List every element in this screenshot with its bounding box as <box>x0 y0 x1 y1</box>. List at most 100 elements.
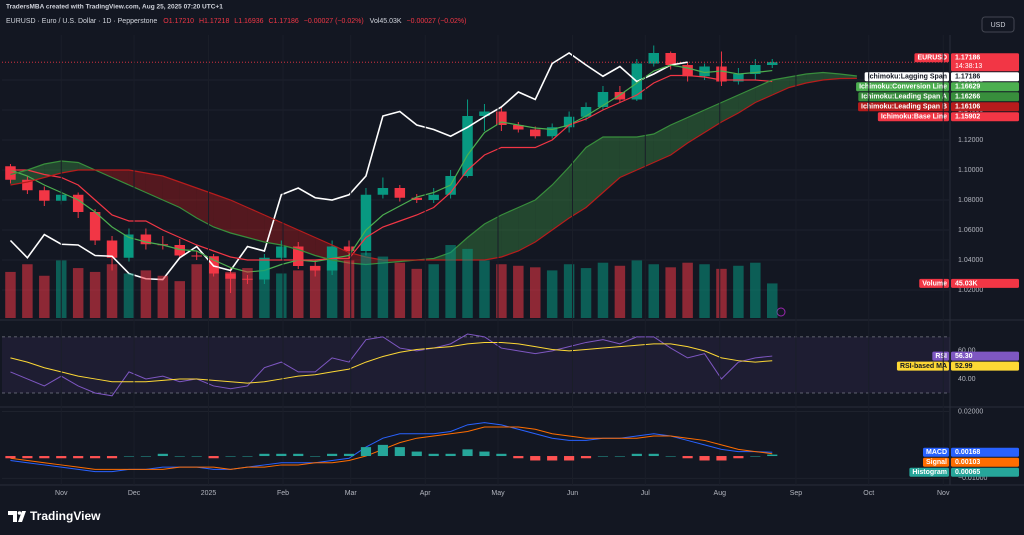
histogram-bar <box>343 453 355 457</box>
volume-bar <box>614 265 626 318</box>
histogram-bar <box>293 453 304 457</box>
price-tag <box>951 92 1019 102</box>
candle-body <box>293 246 304 266</box>
volume-bar <box>580 268 592 318</box>
band-fill <box>2 336 950 393</box>
candle-body <box>89 212 101 241</box>
histogram-bar <box>377 444 388 457</box>
histogram-bar <box>39 456 50 459</box>
price-tag-value: 0.00168 <box>955 449 980 456</box>
price-tag-value: 0.00065 <box>955 469 980 476</box>
currency-button[interactable] <box>981 16 1015 33</box>
candle-body <box>716 66 727 82</box>
candle-body <box>343 246 355 251</box>
price-tag-name-text: Volume <box>922 280 947 287</box>
cloud-segment <box>602 137 620 193</box>
cloud-segment <box>552 167 570 230</box>
histogram-bar <box>479 451 490 457</box>
x-tick-label: Jul <box>641 490 650 497</box>
price-tag <box>951 102 1019 112</box>
cloud-segment <box>501 207 519 257</box>
y-tick-label: 40.00 <box>958 376 976 383</box>
histogram-bar <box>631 453 642 457</box>
volume-bar <box>546 270 558 318</box>
histogram-bar <box>547 456 558 461</box>
volume-bar <box>648 264 659 318</box>
histogram-bar <box>445 453 456 457</box>
candle-body <box>546 127 558 137</box>
histogram-bar <box>242 456 253 457</box>
histogram-bar <box>665 456 676 457</box>
histogram-bar <box>496 453 507 457</box>
candle-body <box>496 111 507 125</box>
y-tick-label: 1.04000 <box>958 257 983 264</box>
y-tick-label: 0.02000 <box>958 408 983 415</box>
candle-body <box>614 92 626 100</box>
price-tag-name-text: RSI-based MA <box>900 363 947 370</box>
volume-bar <box>276 273 287 318</box>
price-tag-value: 52.99 <box>955 363 973 370</box>
candle-body <box>123 234 135 258</box>
volume-bar <box>259 262 270 318</box>
volume-bar <box>309 265 321 318</box>
price-tag <box>951 447 1019 457</box>
cloud-segment <box>823 72 840 80</box>
legend-close: C1.17186 <box>268 18 298 25</box>
price-tag-name <box>864 72 949 82</box>
price-tag <box>951 112 1019 122</box>
volume-bar <box>394 262 406 318</box>
candle-body <box>699 66 710 77</box>
price-tag-value: 1.16106 <box>955 104 980 111</box>
price-tag-name-text: Histogram <box>912 469 947 476</box>
legend-volume-change: −0.00027 (−0.02%) <box>407 18 467 25</box>
cloud-segment <box>839 74 857 79</box>
price-tag-name-text: Ichimoku:Leading Span B <box>861 104 947 111</box>
price-tag <box>951 82 1019 92</box>
price-tag-value: 1.17186 <box>955 74 980 81</box>
candle-body <box>580 107 592 117</box>
volume-bar <box>72 268 84 318</box>
candle-body <box>39 190 50 201</box>
price-tag <box>951 53 1019 72</box>
histogram-bar <box>648 453 659 457</box>
cloud-segment <box>484 215 502 260</box>
volume-bar <box>496 264 507 318</box>
indicator-line <box>10 426 773 470</box>
x-tick-label: Sep <box>790 490 803 497</box>
x-tick-label: Nov <box>937 490 950 497</box>
candle-body <box>733 74 744 82</box>
volume-bar <box>462 248 473 318</box>
candle-body <box>360 194 372 251</box>
histogram-bar <box>530 456 541 461</box>
price-tag <box>951 72 1019 82</box>
volume-bar <box>208 267 219 318</box>
candle-body <box>750 65 761 74</box>
volume-bar <box>682 262 693 318</box>
histogram-bar <box>767 454 778 457</box>
candle-body <box>72 194 84 212</box>
histogram-bar <box>682 456 693 459</box>
volume-bar <box>530 267 541 318</box>
y-tick-label: 60.00 <box>958 348 976 355</box>
cloud-segment <box>586 137 603 208</box>
cloud-segment <box>179 182 197 218</box>
histogram-bar <box>90 456 101 459</box>
cloud-segment <box>247 207 265 242</box>
volume-bar <box>123 273 135 318</box>
legend-change: −0.00027 (−0.02%) <box>304 18 364 25</box>
histogram-bar <box>259 453 270 457</box>
cloud-segment <box>61 161 79 173</box>
cloud-segment <box>196 188 214 227</box>
x-tick-label: Jun <box>567 490 578 497</box>
volume-bar <box>513 265 524 318</box>
cloud-segment <box>162 176 180 208</box>
currency-label[interactable]: USD <box>991 22 1006 29</box>
candle-body <box>767 62 778 65</box>
price-tag-name <box>896 361 949 371</box>
cloud-segment <box>772 77 790 95</box>
histogram-bar <box>56 456 67 459</box>
histogram-bar <box>564 456 575 461</box>
x-tick-label: Apr <box>420 490 432 497</box>
candle-body <box>140 234 152 245</box>
